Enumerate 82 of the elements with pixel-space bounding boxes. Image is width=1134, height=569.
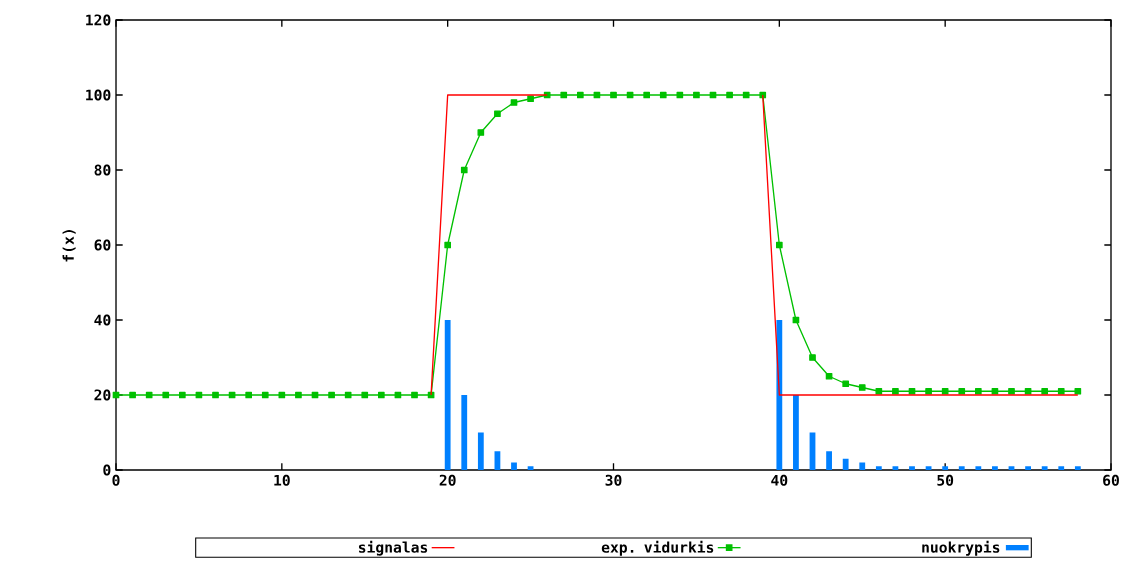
x-tick-label: 10 [274,474,290,486]
bar [1008,466,1015,470]
legend-label: signalas [358,540,428,556]
y-tick-label: 40 [94,314,111,326]
bar [859,462,866,470]
point [742,91,750,99]
x-tick-label: 30 [605,474,622,486]
bar [925,466,932,470]
point [1057,387,1065,395]
point [560,91,568,99]
point [179,391,186,399]
bar [892,466,899,470]
point [842,380,849,388]
point [610,91,617,99]
point [494,110,501,118]
point [460,166,468,174]
bar [444,320,451,470]
point [776,241,783,249]
bar [527,466,534,470]
y-tick-label: 0 [103,464,111,476]
bar [1058,466,1065,470]
point [825,372,833,380]
point [129,391,136,399]
point [527,95,534,103]
point [477,129,485,136]
point [975,387,982,395]
point [858,384,866,391]
point [510,99,518,106]
x-tick-label: 40 [771,474,788,486]
point [1008,387,1015,395]
point [378,391,385,399]
point [261,391,269,399]
point [643,91,651,99]
point [659,91,667,99]
y-tick-label: 120 [86,14,111,26]
point [162,391,170,399]
x-tick-label: 60 [1103,474,1119,486]
point [693,91,700,99]
point [212,391,219,399]
x-tick-label: 0 [112,474,120,486]
point [726,91,733,99]
y-axis-title: f(x) [62,230,76,262]
point [411,391,418,399]
y-tick-label: 100 [86,89,111,101]
legend-label: exp. vidurkis [601,540,714,556]
point [925,387,932,395]
bar [842,458,849,470]
bar [826,451,832,470]
x-tick-label: 50 [937,474,954,486]
bar [958,466,965,470]
bar [776,320,783,470]
point [361,391,369,399]
x-tick-label: 20 [439,474,456,486]
y-tick-label: 80 [94,164,111,176]
legend-label: nuokrypis [922,540,1000,556]
bar [992,466,998,470]
point [809,354,816,361]
point [145,391,153,399]
point [941,387,949,395]
bar [942,466,949,470]
bar [1074,466,1081,470]
bar [461,395,468,470]
point [444,241,452,249]
bar [511,462,517,470]
y-tick-label: 60 [94,239,111,251]
point [892,387,899,395]
point [1074,387,1082,395]
point [328,391,335,399]
bar [477,432,484,470]
point [958,387,966,395]
bar [909,466,915,470]
bar [793,395,799,470]
point [295,391,302,399]
bar [875,466,882,470]
point [1041,387,1049,395]
bar [1041,466,1048,470]
point [577,91,584,99]
point [344,391,352,399]
point [245,391,253,399]
bar [975,466,982,470]
y-tick-label: 20 [94,389,111,401]
bar [1025,466,1031,470]
